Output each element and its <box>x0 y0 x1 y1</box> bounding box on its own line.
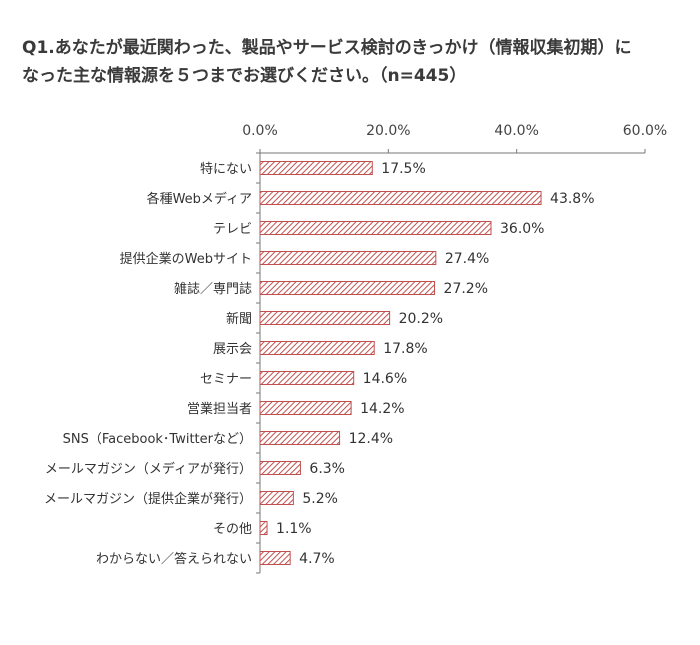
data-label: 5.2% <box>302 491 338 507</box>
bar <box>259 491 294 505</box>
x-tick-label: 0.0% <box>242 123 278 139</box>
bar <box>259 461 301 475</box>
bars-layer: 特にない 17.5% 各種Webメディア 43.8% テレビ 36.0% 提供企業のWebサ… <box>44 161 595 567</box>
x-tick-label: 40.0% <box>494 123 538 139</box>
data-label: 4.7% <box>299 551 335 567</box>
bar <box>259 371 355 385</box>
category-label: 雑誌／専門誌 <box>174 281 252 297</box>
chart-title: Q1.あなたが最近関わった、製品やサービス検討のきっかけ（情報収集初期）に なっ… <box>22 34 682 90</box>
category-label: わからない／答えられない <box>96 551 252 567</box>
data-label: 27.2% <box>444 281 488 297</box>
category-label: 提供企業のWebサイト <box>120 251 252 267</box>
bar <box>259 311 391 325</box>
data-label: 14.2% <box>360 401 404 417</box>
category-label: セミナー <box>200 372 252 387</box>
category-label: SNS（Facebook･Twitterなど） <box>63 432 252 447</box>
data-label: 36.0% <box>500 221 544 237</box>
bar <box>259 161 373 175</box>
category-label: メールマガジン（提供企業が発行） <box>44 491 252 507</box>
bar <box>259 551 291 565</box>
data-label: 1.1% <box>276 521 312 537</box>
data-label: 17.5% <box>381 161 425 177</box>
data-label: 6.3% <box>309 461 345 477</box>
data-label: 17.8% <box>383 341 427 357</box>
data-label: 12.4% <box>349 431 393 447</box>
category-label: 営業担当者 <box>187 401 252 417</box>
category-label: 新聞 <box>226 311 252 327</box>
bar <box>259 221 492 235</box>
data-label: 20.2% <box>399 311 443 327</box>
x-tick-label: 60.0% <box>623 123 667 139</box>
chart-title-line-1: Q1.あなたが最近関わった、製品やサービス検討のきっかけ（情報収集初期）に <box>22 38 632 58</box>
category-label: テレビ <box>213 222 252 237</box>
bar <box>259 251 437 265</box>
data-label: 14.6% <box>363 371 407 387</box>
category-label: その他 <box>213 522 252 537</box>
bar <box>259 401 352 415</box>
data-label: 43.8% <box>550 191 594 207</box>
bar <box>259 341 375 355</box>
bar <box>259 521 268 535</box>
category-label: 展示会 <box>213 342 252 357</box>
data-label: 27.4% <box>445 251 489 267</box>
category-label: 各種Webメディア <box>147 191 252 207</box>
category-label: メールマガジン（メディアが発行） <box>45 461 252 477</box>
x-tick-label: 20.0% <box>366 123 410 139</box>
chart-title-line-2: なった主な情報源を５つまでお選びください。（n=445） <box>22 66 467 86</box>
bar <box>259 281 436 295</box>
category-label: 特にない <box>200 162 252 177</box>
bar <box>259 191 542 205</box>
bar <box>259 431 341 445</box>
